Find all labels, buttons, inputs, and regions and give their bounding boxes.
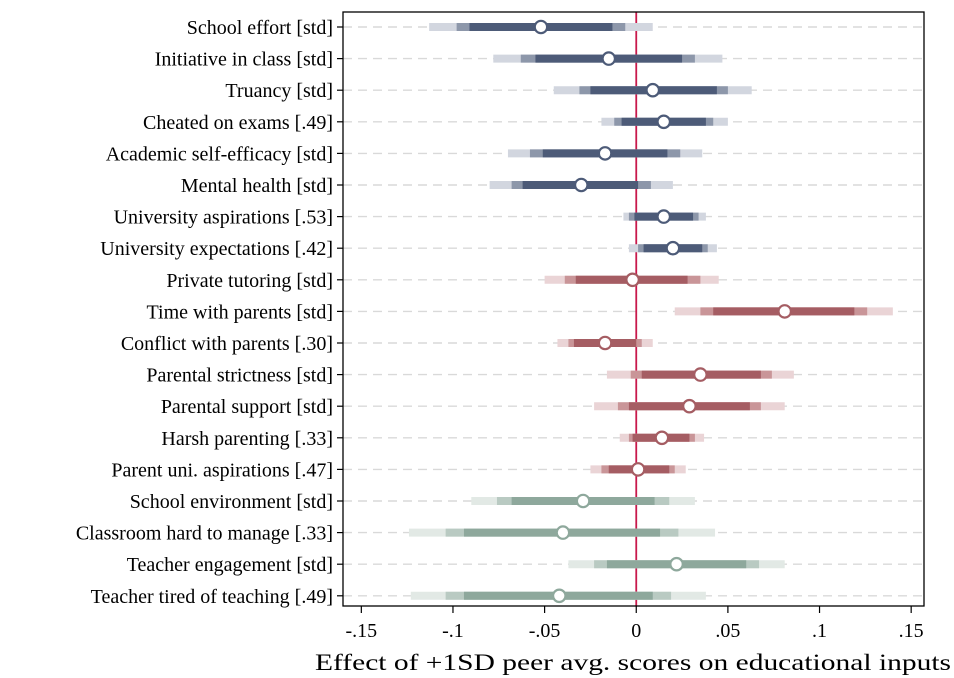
row-label: Teacher engagement [std] [127,554,333,576]
row-labels: School effort [std] Initiative in class [… [76,17,343,608]
point-estimate [656,114,672,130]
point-estimate [777,304,793,319]
x-tick-label: 0 [631,620,641,642]
row-label: Teacher tired of teaching [.49] [91,586,333,608]
point-estimate [573,177,589,193]
x-tick-label: .05 [715,620,740,642]
point-estimate [665,240,681,256]
row-label: Initiative in class [std] [155,49,333,71]
point-estimate [551,588,567,604]
row-label: Time with parents [std] [147,301,333,323]
row-label: Parent uni. aspirations [.47] [111,459,333,481]
row-label: Harsh parenting [.33] [161,428,333,450]
point-estimate [693,367,708,382]
x-tick-label: -.05 [529,620,561,642]
x-tick-label: .15 [899,620,924,642]
x-axis-title: Effect of +1SD peer avg. scores on educa… [315,650,951,675]
point-estimate [682,398,697,414]
row-label: University aspirations [.53] [114,207,333,229]
point-estimate [654,430,670,446]
point-estimate [669,556,684,572]
x-axis-ticks: -.15 -.1 -.05 0 .05 .1 .15 [345,606,924,642]
point-estimate [601,51,617,66]
row-label: Truancy [std] [225,80,333,102]
row-label: Conflict with parents [.30] [121,333,333,355]
row-label: Cheated on exams [.49] [143,112,333,134]
row-label: Parental support [std] [161,396,333,418]
row-label: Mental health [std] [181,175,333,197]
point-estimates [533,19,793,604]
x-tick-label: .1 [812,620,827,642]
point-estimate [625,272,640,288]
row-label: Academic self-efficacy [std] [106,143,333,165]
point-estimate [645,82,661,98]
plot-frame [342,11,925,607]
point-estimate [533,19,549,35]
point-estimate [597,146,613,161]
point-estimate [597,335,613,351]
x-tick-label: -.1 [442,620,464,642]
row-label: Classroom hard to manage [.33] [76,523,333,545]
row-label: University expectations [.42] [100,238,333,260]
point-estimate [656,209,672,224]
row-label: School environment [std] [130,491,333,513]
row-label: Parental strictness [std] [146,365,333,387]
x-tick-label: -.15 [345,620,377,642]
point-estimate [575,493,591,509]
point-estimate [555,525,571,540]
row-label: Private tutoring [std] [166,270,333,292]
point-estimate [630,462,646,477]
row-label: School effort [std] [187,17,333,39]
